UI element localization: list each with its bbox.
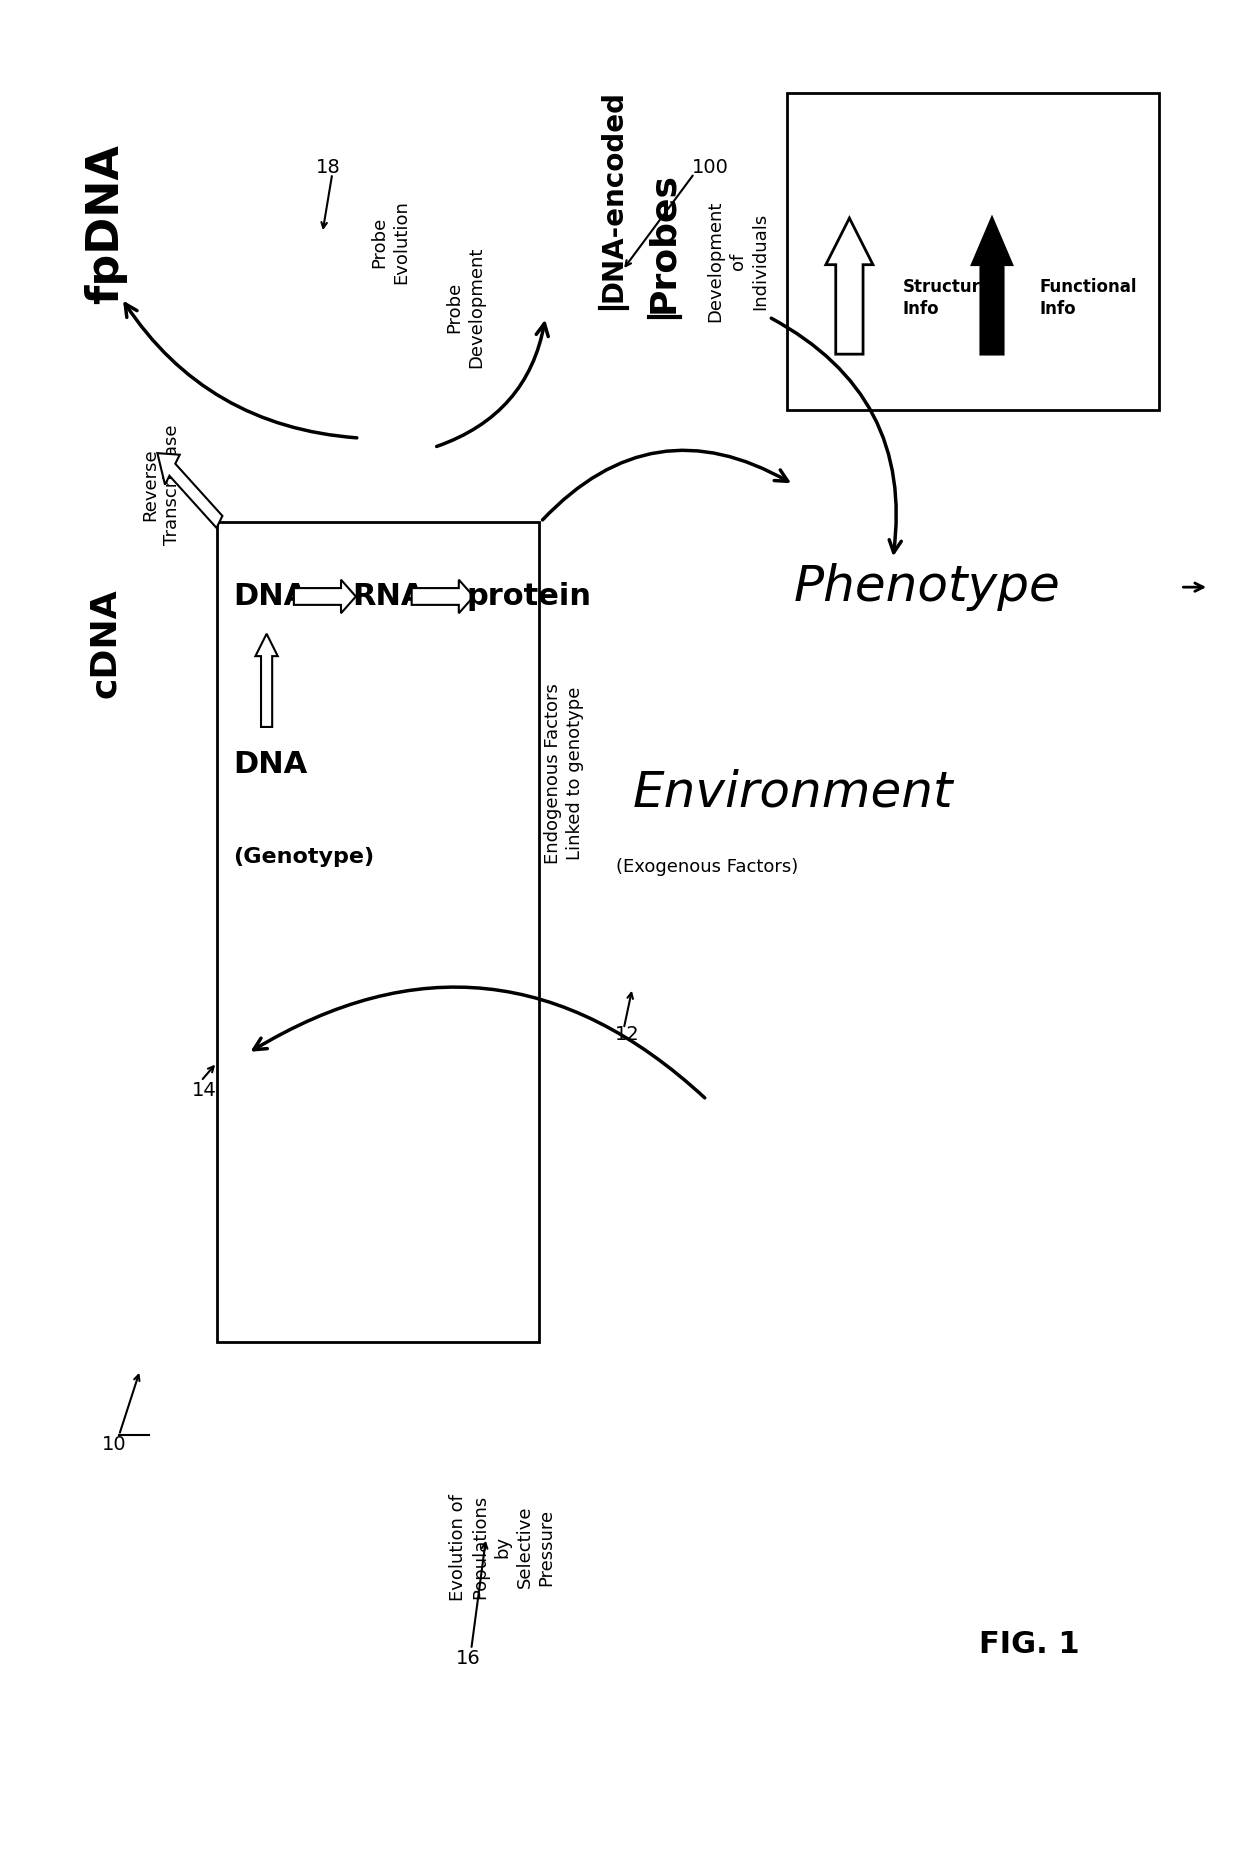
Text: 18: 18 [316, 158, 341, 177]
Text: Reverse
Transcriptase: Reverse Transcriptase [141, 425, 181, 544]
Text: Development
of
Individuals: Development of Individuals [707, 199, 769, 322]
Text: Probe
Development: Probe Development [445, 246, 485, 369]
FancyArrow shape [412, 580, 474, 613]
Text: DNA: DNA [233, 749, 308, 779]
Text: Phenotype: Phenotype [794, 563, 1060, 611]
Text: Probe
Evolution: Probe Evolution [371, 201, 410, 283]
Text: DNA: DNA [233, 582, 308, 611]
Text: RNA: RNA [352, 582, 424, 611]
Text: FIG. 1: FIG. 1 [978, 1629, 1080, 1659]
Text: Endogenous Factors
Linked to genotype: Endogenous Factors Linked to genotype [544, 682, 584, 865]
Text: (Genotype): (Genotype) [233, 848, 374, 867]
Text: fpDNA: fpDNA [84, 144, 126, 304]
Text: Functional
Info: Functional Info [1039, 278, 1137, 319]
Text: Structural
Info: Structural Info [903, 278, 997, 319]
FancyArrow shape [157, 453, 222, 528]
Text: DNA-encoded: DNA-encoded [600, 89, 627, 302]
Text: 16: 16 [456, 1650, 481, 1668]
Text: Probes: Probes [646, 171, 681, 313]
Text: cDNA: cDNA [88, 589, 123, 697]
Text: 14: 14 [192, 1081, 217, 1100]
Text: 10: 10 [102, 1435, 126, 1454]
Text: protein: protein [466, 582, 591, 611]
Text: Evolution of
Populations
by
Selective
Pressure: Evolution of Populations by Selective Pr… [449, 1493, 556, 1601]
Text: 12: 12 [615, 1025, 640, 1044]
Text: 100: 100 [692, 158, 729, 177]
Text: Environment: Environment [632, 768, 954, 816]
FancyBboxPatch shape [217, 522, 539, 1342]
FancyArrow shape [294, 580, 356, 613]
FancyBboxPatch shape [787, 93, 1159, 410]
FancyArrow shape [826, 218, 873, 354]
FancyArrow shape [255, 634, 278, 727]
FancyArrow shape [972, 218, 1012, 354]
Text: (Exogenous Factors): (Exogenous Factors) [616, 857, 797, 876]
